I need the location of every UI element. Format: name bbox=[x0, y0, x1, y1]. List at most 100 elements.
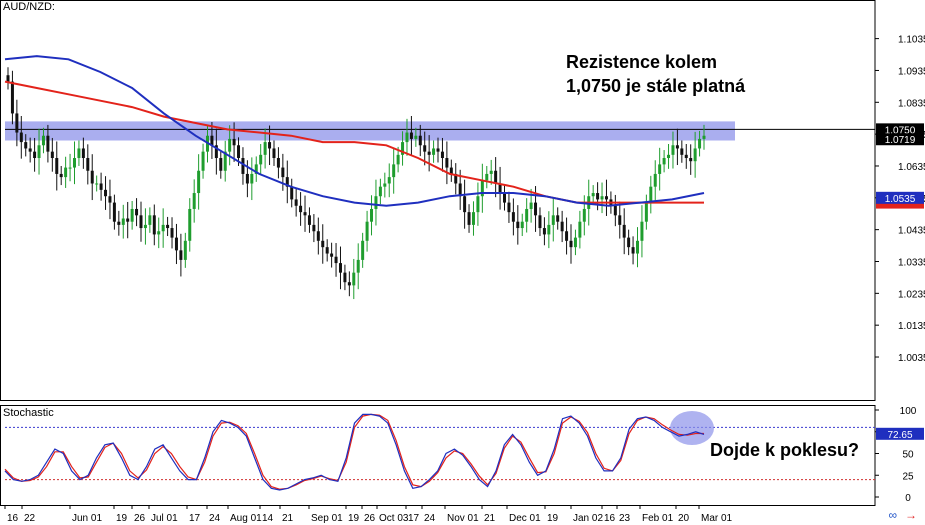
candle-body bbox=[547, 224, 551, 235]
price-tick-label: 1.0935 bbox=[898, 66, 925, 77]
time-tick-label: 19 bbox=[547, 513, 559, 524]
candle-body bbox=[108, 196, 112, 203]
candle-body bbox=[334, 256, 338, 264]
stochastic-annotation: Dojde k poklesu? bbox=[710, 440, 860, 460]
candle-body bbox=[90, 170, 94, 184]
candle-body bbox=[392, 164, 396, 178]
candle-body bbox=[378, 186, 382, 197]
link-logo-icon[interactable]: ∞ bbox=[888, 508, 897, 522]
candle-body bbox=[516, 221, 520, 229]
candle-body bbox=[228, 138, 232, 152]
candle-body bbox=[99, 183, 103, 190]
candle-body bbox=[507, 202, 511, 213]
candle-body bbox=[50, 151, 54, 159]
candle-body bbox=[534, 202, 538, 216]
candle-body bbox=[684, 154, 688, 159]
candle-body bbox=[627, 237, 631, 248]
candle-body bbox=[401, 142, 405, 155]
candle-body bbox=[640, 221, 644, 241]
price-tick-label: 1.0135 bbox=[898, 321, 925, 332]
candle-body bbox=[644, 202, 648, 222]
price-label-ma-fast: 1.0535 bbox=[885, 194, 916, 205]
price-label-resistance-box bbox=[876, 123, 924, 136]
candle-body bbox=[321, 240, 325, 248]
candle-body bbox=[374, 196, 378, 209]
candle-body bbox=[263, 142, 267, 155]
candle-body bbox=[37, 145, 41, 159]
price-tick-label: 1.0435 bbox=[898, 226, 925, 237]
candle-body bbox=[560, 221, 564, 232]
stochastic-label: Stochastic bbox=[2, 407, 55, 419]
price-tick-label: 1.0335 bbox=[898, 257, 925, 268]
stochastic-d-line bbox=[4, 413, 704, 490]
time-tick-label: 19 bbox=[348, 513, 360, 524]
candle-body bbox=[214, 145, 218, 159]
scroll-right-icon[interactable]: → bbox=[905, 508, 917, 522]
candle-body bbox=[427, 151, 431, 155]
time-tick-label: 26 bbox=[134, 513, 146, 524]
candle-body bbox=[6, 75, 10, 82]
candle-body bbox=[569, 240, 573, 248]
candle-body bbox=[436, 148, 440, 152]
ma-slow-line bbox=[4, 80, 704, 204]
time-tick-label: 22 bbox=[24, 513, 36, 524]
candle-body bbox=[356, 259, 360, 273]
time-tick-label: 23 bbox=[619, 513, 631, 524]
candle-body bbox=[259, 154, 263, 165]
resistance-zone bbox=[5, 121, 735, 141]
candle-body bbox=[170, 228, 174, 238]
time-tick-label: Dec 01 bbox=[509, 513, 541, 524]
stochastic-current-label: 72.65 bbox=[887, 430, 912, 441]
candle-body bbox=[485, 173, 489, 181]
candle-body bbox=[667, 154, 671, 159]
stochastic-current-box bbox=[876, 427, 924, 440]
candle-body bbox=[174, 237, 178, 251]
time-tick-label: Aug 01 bbox=[230, 513, 262, 524]
candle-body bbox=[449, 167, 453, 174]
candle-body bbox=[409, 132, 413, 139]
candle-body bbox=[254, 164, 258, 174]
candle-body bbox=[330, 253, 334, 257]
candle-body bbox=[316, 231, 320, 241]
candle-body bbox=[55, 158, 59, 174]
candle-body bbox=[565, 231, 569, 241]
candle-body bbox=[59, 173, 63, 178]
candle-body bbox=[290, 186, 294, 200]
candle-body bbox=[463, 196, 467, 213]
candle-body bbox=[192, 193, 196, 209]
time-tick-label: 17 bbox=[408, 513, 420, 524]
candle-body bbox=[582, 208, 586, 222]
candle-body bbox=[72, 158, 76, 168]
candle-body bbox=[157, 231, 161, 235]
candle-body bbox=[325, 247, 329, 254]
time-tick-label: Jul 01 bbox=[151, 513, 178, 524]
ma-fast-line bbox=[4, 55, 705, 207]
stochastic-pane-frame bbox=[0, 405, 876, 506]
candle-body bbox=[525, 208, 529, 222]
price-label-ma-fast-box bbox=[876, 191, 924, 204]
time-tick-label: 24 bbox=[209, 513, 221, 524]
candle-body bbox=[613, 205, 617, 216]
candle-body bbox=[365, 221, 369, 241]
stochastic-tick-label: 50 bbox=[902, 450, 914, 461]
candle-body bbox=[245, 173, 249, 184]
candle-body bbox=[143, 224, 147, 229]
candle-body bbox=[210, 135, 214, 146]
candle-body bbox=[503, 193, 507, 203]
time-tick-label: Feb 01 bbox=[642, 513, 674, 524]
candle-body bbox=[383, 183, 387, 187]
price-label-resistance: 1.0750 bbox=[885, 125, 916, 136]
candle-body bbox=[338, 263, 342, 273]
candle-body bbox=[556, 215, 560, 222]
candle-body bbox=[604, 196, 608, 200]
candle-body bbox=[440, 151, 444, 159]
candle-body bbox=[370, 208, 374, 222]
candle-body bbox=[471, 212, 475, 225]
candle-body bbox=[480, 180, 484, 197]
candle-body bbox=[135, 208, 139, 216]
time-tick-label: 26 bbox=[364, 513, 376, 524]
candle-body bbox=[285, 177, 289, 187]
time-tick-label: 20 bbox=[678, 513, 690, 524]
candle-body bbox=[121, 218, 125, 225]
candle-body bbox=[454, 173, 458, 184]
